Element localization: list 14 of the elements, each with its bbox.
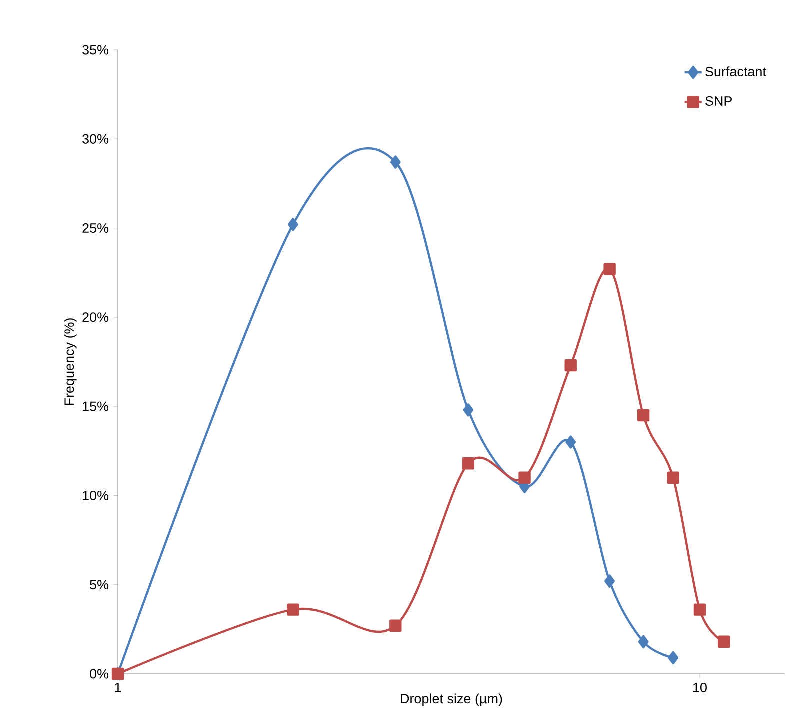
legend-label: SNP [706, 96, 732, 106]
y-tick-label: 0% [90, 669, 109, 679]
legend-label: Surfactant [706, 66, 766, 77]
y-tick-label: 20% [82, 312, 109, 322]
x-tick-label: 1 [115, 682, 122, 692]
y-tick-label: 35% [82, 45, 109, 55]
y-tick-label: 25% [82, 224, 109, 234]
x-tick-label: 10 [694, 682, 707, 693]
x-axis-title: Droplet size (µm) [401, 694, 502, 706]
y-axis-title: Frequency (%) [64, 318, 77, 406]
y-tick-label: 10% [83, 490, 109, 500]
y-tick-label: 15% [83, 402, 109, 412]
y-tick-label: 30% [82, 134, 109, 144]
y-tick-label: 5% [90, 580, 109, 590]
